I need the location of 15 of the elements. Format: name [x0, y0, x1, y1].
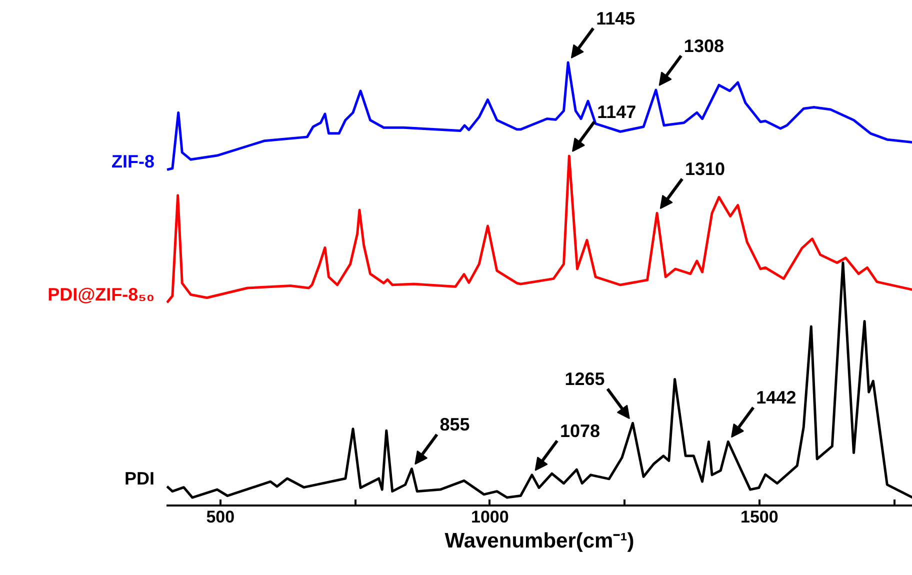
- annotation: 855: [440, 414, 470, 435]
- series-label: ZIF-8: [112, 152, 155, 172]
- x-axis-title: Wavenumber(cm⁻¹): [444, 530, 634, 552]
- series-label: PDI: [124, 468, 155, 488]
- annotation: 1078: [560, 420, 600, 441]
- x-tick-label: 1000: [471, 508, 509, 526]
- annotation: 1308: [684, 36, 724, 56]
- annotation: 1147: [597, 102, 636, 122]
- x-tick-label: 500: [206, 508, 235, 526]
- annotation: 1145: [596, 8, 636, 29]
- series-label: PDI@ZIF-8₅₀: [48, 284, 155, 305]
- x-tick-label: 1500: [740, 508, 778, 526]
- annotation: 1442: [756, 388, 796, 408]
- annotation: 1265: [564, 369, 605, 390]
- annotation: 1310: [685, 159, 726, 180]
